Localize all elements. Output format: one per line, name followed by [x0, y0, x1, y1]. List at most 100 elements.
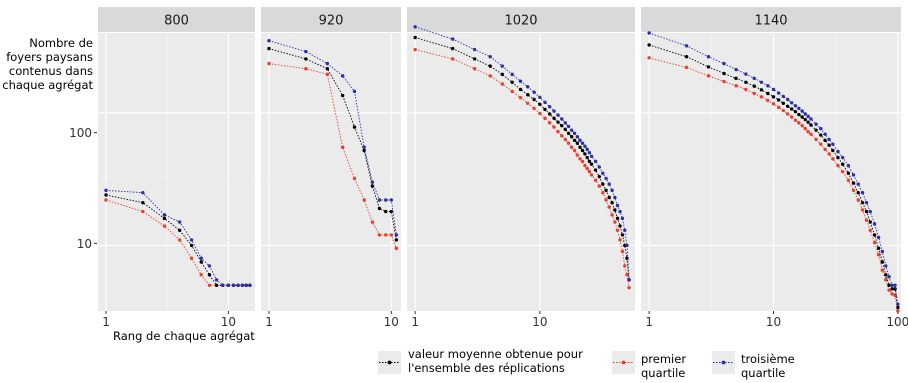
data-point-q1 [620, 249, 625, 254]
x-tick-label: 10 [221, 315, 236, 329]
x-tick-label: 1 [102, 315, 110, 329]
facet-panel-1020: 1020 1 10 [407, 7, 635, 329]
data-point-q1 [199, 273, 203, 277]
data-point-q3 [607, 182, 611, 186]
facet-strip [641, 7, 901, 32]
data-point-q3 [578, 138, 582, 143]
data-point-mean [831, 148, 835, 153]
series-line-mean [268, 48, 397, 240]
x-tick-label: 1 [411, 315, 419, 329]
x-tick-label: 1 [265, 315, 273, 329]
data-point-q1 [370, 220, 375, 224]
data-point-mean [684, 55, 689, 59]
data-point-mean [797, 112, 801, 117]
data-point-q1 [771, 102, 776, 106]
data-point-q3 [244, 283, 248, 287]
data-point-q1 [362, 198, 366, 202]
data-point-q3 [413, 25, 417, 29]
data-point-q3 [587, 151, 592, 155]
data-point-q1 [575, 153, 580, 157]
data-point-q1 [207, 283, 212, 287]
data-point-q1 [177, 238, 182, 242]
data-point-q1 [162, 224, 167, 228]
data-point-q3 [884, 264, 888, 268]
facet-panel-800: 800 1 10 [98, 7, 255, 329]
data-point-mean [823, 138, 827, 143]
data-point-q1 [604, 198, 608, 202]
data-point-q3 [893, 283, 897, 287]
data-point-q1 [647, 56, 651, 60]
data-point-q1 [607, 205, 611, 209]
data-point-mean [575, 141, 580, 145]
data-point-mean [394, 238, 399, 242]
data-point-q3 [472, 47, 477, 52]
series-line-q1 [649, 57, 899, 312]
data-point-mean [803, 117, 807, 122]
data-point-mean [809, 123, 813, 127]
data-point-mean [872, 233, 877, 237]
data-point-mean [141, 200, 145, 205]
data-point-q1 [734, 84, 738, 88]
plot-background [407, 33, 635, 311]
facet-panel-920: 920 1 10 [261, 7, 401, 329]
data-point-mean [840, 162, 845, 166]
data-point-mean [593, 168, 598, 172]
data-point-q3 [836, 149, 840, 154]
data-point-mean [518, 87, 523, 92]
data-point-q1 [394, 246, 399, 251]
data-point-q1 [684, 65, 689, 70]
data-point-q3 [766, 84, 770, 88]
facet-strip [261, 7, 401, 32]
facet-strip [98, 7, 255, 32]
data-point-q3 [532, 90, 536, 94]
data-point-q1 [846, 178, 851, 182]
data-point-q1 [552, 125, 556, 129]
data-point-q3 [831, 142, 835, 146]
data-point-q1 [583, 163, 587, 168]
data-point-q3 [872, 222, 877, 226]
data-point-q1 [518, 96, 523, 100]
data-point-q1 [538, 111, 542, 116]
data-point-q1 [876, 253, 881, 257]
data-point-q3 [538, 95, 542, 99]
data-point-q3 [803, 112, 807, 116]
data-point-q1 [623, 264, 627, 268]
data-point-mean [370, 184, 375, 188]
data-point-q1 [890, 292, 894, 296]
data-point-q1 [413, 47, 417, 52]
data-point-q1 [585, 166, 589, 171]
data-point-mean [766, 91, 770, 96]
data-point-mean [585, 155, 589, 160]
x-tick-label: 10 [766, 315, 781, 329]
data-point-q1 [560, 134, 564, 138]
data-point-q3 [627, 278, 631, 282]
data-point-q3 [860, 190, 865, 195]
data-point-q1 [722, 79, 726, 84]
data-point-q1 [868, 228, 872, 232]
legend-label-line-1: valeur moyenne obtenue pour [408, 347, 583, 361]
data-point-q3 [610, 188, 614, 193]
y-axis-title-line-1: Nombre de [29, 36, 93, 50]
data-point-mean [450, 46, 455, 51]
data-point-q3 [162, 213, 167, 217]
data-point-mean [836, 155, 840, 160]
data-point-q3 [199, 256, 203, 260]
data-point-mean [556, 120, 560, 124]
data-point-mean [706, 65, 711, 69]
data-point-q3 [552, 109, 556, 113]
data-point-q3 [221, 283, 225, 287]
data-point-q1 [618, 238, 622, 242]
data-point-q3 [240, 283, 245, 287]
plot-background [98, 33, 255, 311]
data-point-q3 [706, 55, 711, 59]
data-point-mean [207, 273, 212, 277]
plot-content: 1 10 [407, 25, 635, 329]
data-point-q1 [352, 176, 357, 181]
data-point-mean [572, 138, 577, 143]
data-point-q1 [325, 72, 330, 77]
data-point-mean [647, 43, 651, 47]
data-point-q3 [526, 85, 530, 89]
data-point-mean [543, 107, 547, 112]
data-point-mean [752, 84, 756, 88]
